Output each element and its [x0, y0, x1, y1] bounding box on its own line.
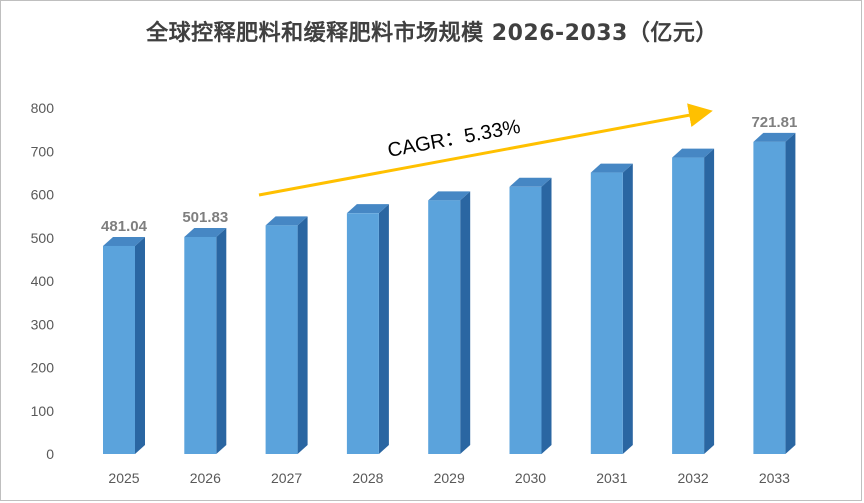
x-tick-label: 2026 — [190, 470, 221, 486]
bar — [265, 216, 308, 454]
bar-front — [672, 157, 705, 454]
y-tick-label: 500 — [31, 230, 55, 246]
y-tick-label: 100 — [31, 403, 55, 419]
bar-side — [704, 148, 715, 454]
x-tick-label: 2027 — [271, 470, 302, 486]
bar-top — [590, 163, 633, 173]
cagr-label: CAGR：5.33% — [386, 116, 522, 162]
x-tick-label: 2025 — [108, 470, 139, 486]
bar — [428, 191, 471, 454]
bars — [103, 132, 796, 454]
bar-side — [216, 227, 227, 454]
bar-side — [297, 216, 308, 454]
bar-side — [378, 204, 389, 454]
x-tick-label: 2029 — [434, 470, 465, 486]
bar — [672, 148, 715, 454]
x-tick-label: 2032 — [678, 470, 709, 486]
bar-top — [509, 177, 552, 187]
bar — [346, 204, 389, 454]
bar-top — [672, 148, 715, 158]
bar-front — [428, 200, 461, 454]
data-label: 721.81 — [751, 114, 797, 131]
bar — [103, 236, 145, 454]
x-axis: 2025 2026 2027 2028 2029 2030 2031 2032 2033 — [108, 470, 790, 486]
bar — [753, 132, 796, 454]
bar-side — [135, 236, 145, 454]
bar — [184, 227, 227, 454]
bar-top — [265, 216, 308, 226]
bar-top — [753, 132, 796, 142]
x-tick-label: 2028 — [352, 470, 383, 486]
y-tick-label: 300 — [31, 316, 55, 332]
bar-top — [184, 227, 227, 237]
x-tick-label: 2033 — [759, 470, 790, 486]
y-axis: 0 100 200 300 400 500 600 700 800 — [31, 100, 55, 462]
y-tick-label: 600 — [31, 187, 55, 203]
bar-side — [541, 177, 552, 454]
bar-front — [509, 186, 542, 454]
bar-front — [753, 141, 786, 454]
data-label: 501.83 — [182, 209, 228, 226]
y-tick-label: 0 — [46, 446, 54, 462]
bar-side — [785, 132, 796, 454]
x-tick-label: 2030 — [515, 470, 546, 486]
bar-front — [103, 245, 135, 454]
bar-top — [103, 236, 145, 246]
bar-front — [184, 236, 217, 454]
bar-top — [428, 191, 471, 201]
data-label: 481.04 — [101, 218, 148, 235]
chart-title: 全球控释肥料和缓释肥料市场规模 2026-2033（亿元） — [146, 21, 718, 46]
bar — [509, 177, 552, 454]
x-tick-label: 2031 — [596, 470, 627, 486]
bar-front — [346, 213, 379, 454]
y-tick-label: 700 — [31, 143, 55, 159]
y-tick-label: 800 — [31, 100, 55, 116]
bar-front — [265, 225, 298, 454]
y-tick-label: 200 — [31, 360, 55, 376]
bar — [590, 163, 633, 454]
data-labels: 481.04 501.83 721.81 — [101, 114, 797, 235]
cagr-arrow — [258, 103, 713, 197]
y-tick-label: 400 — [31, 273, 55, 289]
bar-front — [590, 172, 623, 454]
bar-top — [346, 204, 389, 214]
bar-side — [622, 163, 633, 454]
bar-side — [460, 191, 471, 454]
cagr-annotation: CAGR：5.33% — [258, 103, 713, 197]
